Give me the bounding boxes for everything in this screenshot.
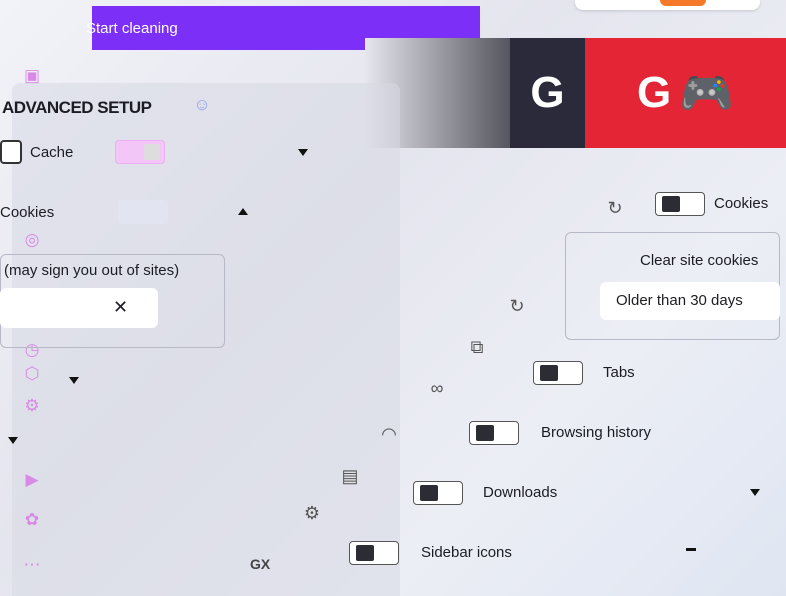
start-cleaning-button[interactable]: Start cleaning [86, 6, 480, 50]
twitch-icon[interactable]: ▣ [23, 66, 41, 85]
start-cleaning-label: Start cleaning [86, 20, 178, 37]
top-card [575, 0, 760, 10]
close-icon[interactable]: ✕ [113, 297, 129, 317]
wifi-icon[interactable]: ◠ [381, 424, 397, 444]
sidebar-icons-toggle[interactable] [349, 541, 399, 565]
age-select-value: Older than 30 days [616, 292, 743, 309]
more-icon[interactable]: ⋯ [23, 555, 41, 574]
player-icon[interactable]: ▶ [25, 470, 39, 489]
downloads-label: Downloads [483, 484, 558, 501]
advanced-setup-panel [12, 83, 400, 596]
expand-icon[interactable] [8, 437, 18, 444]
cookies-select[interactable] [0, 288, 158, 328]
clock-icon[interactable]: ◷ [24, 340, 40, 359]
browsing-history-label: Browsing history [541, 424, 652, 441]
cookies-collapse-icon[interactable] [238, 208, 248, 215]
refresh-icon[interactable]: ↻ [607, 198, 623, 218]
age-select[interactable]: Older than 30 days [600, 282, 780, 320]
extension-icon[interactable]: ⚙ [303, 503, 321, 523]
cookies-toggle-right[interactable] [655, 192, 705, 216]
promo-banner[interactable]: G G 🎮 [365, 38, 786, 148]
browsing-history-toggle[interactable] [469, 421, 519, 445]
logo-text: G [636, 68, 672, 117]
link-icon[interactable]: ∞ [430, 378, 444, 398]
cache-label: Cache [30, 144, 74, 161]
tabs-toggle[interactable] [533, 361, 583, 385]
puzzle-icon[interactable]: ⧉ [470, 337, 484, 357]
discord-icon[interactable]: ☺ [193, 95, 211, 114]
downloads-expand-icon[interactable] [750, 489, 760, 496]
cookies-note: (may sign you out of sites) [4, 262, 180, 279]
downloads-toggle[interactable] [413, 481, 463, 505]
controller-icon: 🎮 [679, 69, 735, 118]
cookies-label-right: Cookies [714, 195, 769, 212]
gx-red-logo: G 🎮 [585, 38, 786, 148]
cookies-toggle[interactable] [118, 200, 168, 224]
expand-icon[interactable] [69, 377, 79, 384]
cookies-label: Cookies [0, 204, 55, 221]
gx-label: GX [250, 556, 271, 572]
game-icon[interactable]: ▤ [341, 466, 359, 486]
cache-toggle[interactable] [115, 140, 165, 164]
sidebar-icons-collapse-icon[interactable] [686, 548, 696, 551]
logo-text: G [530, 68, 565, 117]
settings-icon[interactable]: ⚙ [24, 396, 40, 415]
cache-expand-icon[interactable] [298, 149, 308, 156]
orange-accent [660, 0, 706, 6]
extensions-icon[interactable]: ✿ [24, 510, 40, 529]
tabs-label: Tabs [603, 364, 635, 381]
gx-logo: G [510, 38, 585, 148]
refresh-icon[interactable]: ↻ [509, 296, 525, 316]
clear-site-cookies-label: Clear site cookies [640, 252, 759, 269]
messenger-icon[interactable]: ◎ [24, 230, 40, 249]
advanced-setup-title: ADVANCED SETUP [2, 98, 152, 117]
cube-icon[interactable]: ⬡ [24, 364, 40, 383]
sidebar-icons-label: Sidebar icons [421, 544, 512, 561]
cache-checkbox[interactable] [0, 140, 22, 164]
